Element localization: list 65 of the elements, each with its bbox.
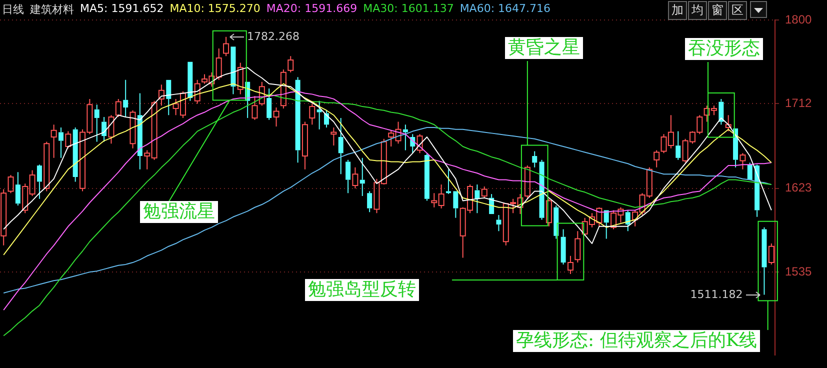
- y-tick-label: 1535: [785, 264, 812, 278]
- candlestick: [273, 107, 280, 128]
- text: MA20: 1591.669: [266, 2, 358, 17]
- candlestick: [302, 121, 308, 170]
- candlestick: [604, 210, 609, 240]
- candlestick: [762, 226, 767, 296]
- candlestick: [718, 98, 724, 126]
- candlestick: [166, 80, 172, 116]
- annotation: 1782.268: [247, 30, 300, 44]
- chart-title: 日线: [2, 2, 24, 17]
- annotation: 吞没形态: [685, 38, 763, 60]
- chart-subtitle: 建筑材料: [30, 2, 74, 17]
- candlestick: [446, 168, 451, 195]
- text: 均: [688, 1, 707, 20]
- candlestick: [223, 36, 230, 57]
- candlestick: [158, 84, 164, 106]
- y-tick-label: 1712: [785, 96, 812, 110]
- candlestick: [237, 62, 244, 95]
- candlestick: [453, 191, 458, 218]
- text: MA10: 1575.270: [170, 2, 260, 17]
- candlestick: [316, 100, 322, 130]
- candlestick: [252, 96, 258, 120]
- candlestick: [94, 104, 100, 142]
- candlestick: [230, 46, 236, 95]
- annotation: 勉强岛型反转: [305, 279, 419, 301]
- candlestick: [554, 204, 559, 240]
- candlestick: [352, 166, 358, 189]
- candlestick: [50, 124, 57, 158]
- candlestick: [295, 76, 300, 164]
- candlestick: [0, 188, 7, 246]
- candlestick: [725, 114, 732, 132]
- y-tick-label: 1800: [785, 12, 812, 26]
- candlestick: [266, 88, 272, 120]
- candlestick: [15, 172, 20, 206]
- candlestick: [367, 190, 372, 213]
- candlestick: [137, 92, 142, 170]
- text: MA30: 1601.137: [363, 2, 454, 17]
- annotation: 黄昏之星: [505, 37, 583, 59]
- text: 加: [668, 1, 687, 20]
- text: 窗: [708, 1, 727, 20]
- candlestick: [360, 157, 365, 196]
- candlestick: [123, 79, 128, 118]
- candlestick: [567, 255, 574, 274]
- candlestick: [676, 130, 681, 160]
- candlestick: [474, 184, 480, 214]
- candlestick: [309, 103, 316, 126]
- y-tick-label: 1623: [785, 180, 812, 195]
- candlestick: [346, 159, 351, 194]
- text: MA60: 1647.716: [460, 2, 551, 17]
- candlestick: [330, 126, 337, 146]
- annotation: 勉强流星: [140, 201, 218, 223]
- annotation: 孕线形态: 但待观察之后的K线: [513, 330, 760, 352]
- annotation: 1511.182: [690, 288, 743, 302]
- candlestick: [532, 150, 538, 168]
- candlestick: [574, 230, 581, 264]
- text: MA5: 1591.652: [80, 2, 164, 17]
- candlestick: [188, 62, 193, 102]
- candlestick: [338, 117, 344, 175]
- candlestick: [36, 164, 42, 200]
- candlestick: [72, 126, 78, 182]
- candlestick: [560, 228, 566, 265]
- text: 区: [728, 1, 747, 20]
- candlestick: [58, 126, 64, 158]
- candlestick: [740, 152, 746, 170]
- candlestick: [496, 214, 502, 232]
